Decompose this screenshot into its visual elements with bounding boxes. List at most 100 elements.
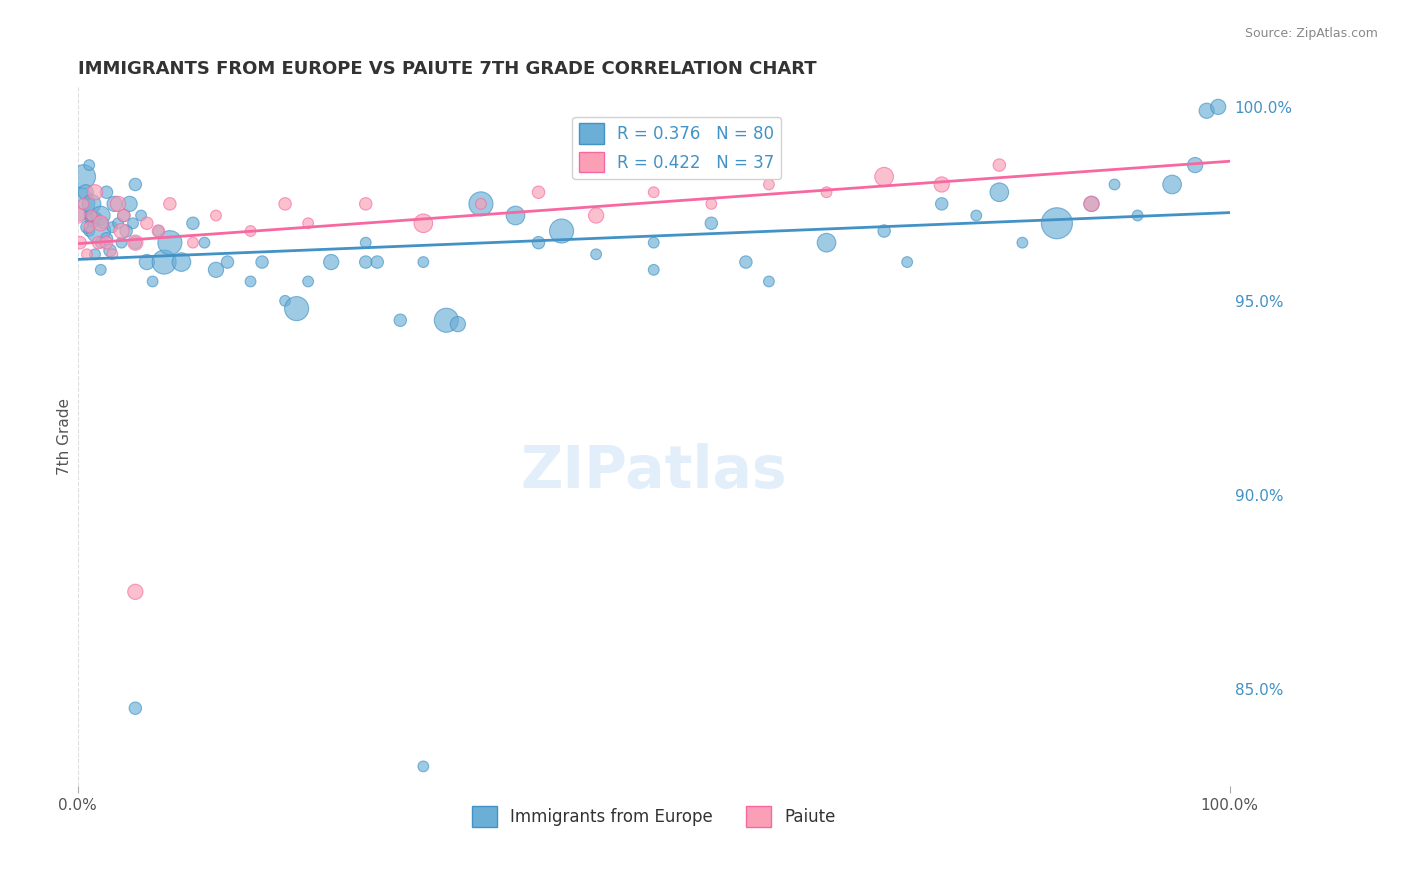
Point <box>77 158 100 172</box>
Point <box>527 235 550 250</box>
Point <box>297 216 319 230</box>
Point <box>75 186 97 200</box>
Point <box>135 255 157 269</box>
Point <box>1206 100 1229 114</box>
Point <box>124 235 146 250</box>
Point <box>69 235 91 250</box>
Point <box>129 209 152 223</box>
Point <box>217 255 239 269</box>
Point <box>285 301 308 316</box>
Point <box>91 216 114 230</box>
Point <box>96 232 118 246</box>
Point <box>87 235 110 250</box>
Point <box>107 197 129 211</box>
Point <box>84 186 107 200</box>
Point <box>170 255 193 269</box>
Point <box>96 186 118 200</box>
Point <box>988 186 1011 200</box>
Point <box>77 224 100 238</box>
Point <box>84 212 107 227</box>
Point <box>389 313 412 327</box>
Point <box>354 255 377 269</box>
Point <box>297 275 319 289</box>
Point <box>585 209 607 223</box>
Point <box>90 235 112 250</box>
Point <box>101 247 124 261</box>
Point <box>193 235 215 250</box>
Point <box>77 209 100 223</box>
Point <box>124 701 146 715</box>
Point <box>758 178 780 192</box>
Point <box>434 313 457 327</box>
Point <box>1195 103 1218 118</box>
Point <box>274 197 297 211</box>
Point <box>873 169 896 184</box>
Point <box>153 255 176 269</box>
Point <box>1161 178 1184 192</box>
Point <box>80 197 103 211</box>
Point <box>321 255 343 269</box>
Point <box>239 224 262 238</box>
Legend: Immigrants from Europe, Paiute: Immigrants from Europe, Paiute <box>465 799 842 833</box>
Point <box>239 275 262 289</box>
Point <box>90 216 112 230</box>
Point <box>412 255 434 269</box>
Point <box>124 584 146 599</box>
Point <box>585 247 607 261</box>
Point <box>1126 209 1149 223</box>
Text: IMMIGRANTS FROM EUROPE VS PAIUTE 7TH GRADE CORRELATION CHART: IMMIGRANTS FROM EUROPE VS PAIUTE 7TH GRA… <box>77 60 817 78</box>
Point <box>1080 197 1102 211</box>
Point <box>124 235 146 250</box>
Point <box>135 216 157 230</box>
Point <box>700 216 723 230</box>
Point <box>1046 216 1069 230</box>
Point <box>643 186 665 200</box>
Point <box>1104 178 1126 192</box>
Point <box>142 275 165 289</box>
Point <box>988 158 1011 172</box>
Point <box>470 197 492 211</box>
Point <box>873 224 896 238</box>
Point <box>87 224 110 238</box>
Point <box>77 220 100 235</box>
Point <box>505 209 527 223</box>
Point <box>82 212 104 227</box>
Point <box>66 197 89 211</box>
Point <box>250 255 273 269</box>
Point <box>76 247 98 261</box>
Point <box>90 262 112 277</box>
Point <box>274 293 297 308</box>
Point <box>447 317 470 331</box>
Point <box>354 235 377 250</box>
Point <box>84 247 107 261</box>
Point <box>1184 158 1206 172</box>
Point <box>104 197 127 211</box>
Point <box>118 197 141 211</box>
Point <box>470 197 492 211</box>
Point <box>931 197 953 211</box>
Point <box>124 178 146 192</box>
Point <box>110 224 132 238</box>
Point <box>815 235 838 250</box>
Point <box>96 235 118 250</box>
Point <box>90 209 112 223</box>
Point <box>205 209 228 223</box>
Point <box>965 209 987 223</box>
Point <box>181 235 204 250</box>
Point <box>1011 235 1033 250</box>
Point <box>159 197 181 211</box>
Point <box>550 224 572 238</box>
Y-axis label: 7th Grade: 7th Grade <box>58 398 72 475</box>
Point <box>366 255 388 269</box>
Point <box>148 224 170 238</box>
Point <box>66 209 89 223</box>
Point <box>107 216 129 230</box>
Point <box>112 209 135 223</box>
Point <box>159 235 181 250</box>
Point <box>643 235 665 250</box>
Point <box>72 169 94 184</box>
Text: ZIPatlas: ZIPatlas <box>520 443 787 500</box>
Point <box>815 186 838 200</box>
Point <box>527 186 550 200</box>
Point <box>205 262 228 277</box>
